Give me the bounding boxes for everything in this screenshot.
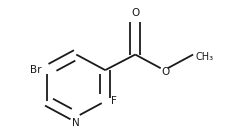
Text: CH₃: CH₃	[194, 52, 213, 62]
Text: O: O	[160, 67, 169, 77]
Text: N: N	[72, 118, 80, 128]
Text: Br: Br	[30, 65, 42, 75]
Text: O: O	[130, 8, 139, 18]
Text: F: F	[110, 96, 116, 106]
